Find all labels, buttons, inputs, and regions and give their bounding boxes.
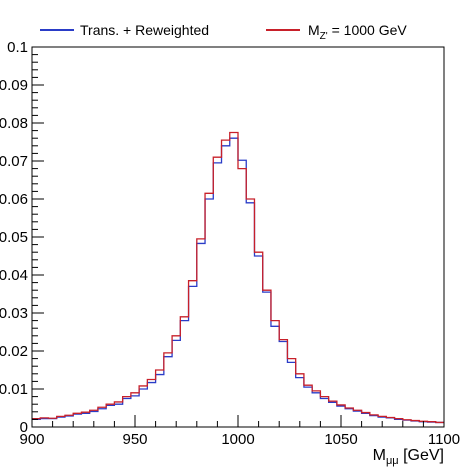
x-tick-label: 950 — [122, 431, 147, 448]
y-tick-label: 0.02 — [0, 343, 28, 360]
x-tick-label: 1000 — [221, 431, 254, 448]
series-layer — [32, 131, 444, 424]
legend-label-trans-reweighted: Trans. + Reweighted — [80, 22, 209, 38]
x-axis-title: Mμμ [GeV] — [373, 447, 444, 467]
y-tick-label: 0.03 — [0, 305, 28, 322]
legend: Trans. + Reweighted MZ' = 1000 GeV — [40, 22, 407, 42]
x-tick-label: 1050 — [324, 431, 357, 448]
series-line-0 — [32, 137, 444, 424]
y-tick-label: 0.05 — [0, 229, 28, 246]
y-tick-label: 0.08 — [0, 115, 28, 132]
y-tick-label: 0.01 — [0, 381, 28, 398]
y-tick-label: 0 — [20, 419, 28, 436]
legend-label-mz: MZ' = 1000 GeV — [308, 22, 407, 42]
series-line-1 — [32, 131, 444, 424]
x-tick-label: 900 — [19, 431, 44, 448]
y-tick-label: 0.06 — [0, 191, 28, 208]
plot-area-border — [31, 46, 445, 428]
y-tick-label: 0.04 — [0, 267, 28, 284]
x-tick-label: 1100 — [428, 431, 460, 448]
y-tick-label: 0.09 — [0, 77, 28, 94]
y-tick-label: 0.07 — [0, 153, 28, 170]
y-tick-label: 0.1 — [7, 39, 28, 56]
axis-layer: 0 0.01 0.02 0.03 0.04 0.05 0.06 0.07 0.08 0.09 0.1… — [0, 39, 460, 448]
plot-frame — [31, 46, 445, 428]
